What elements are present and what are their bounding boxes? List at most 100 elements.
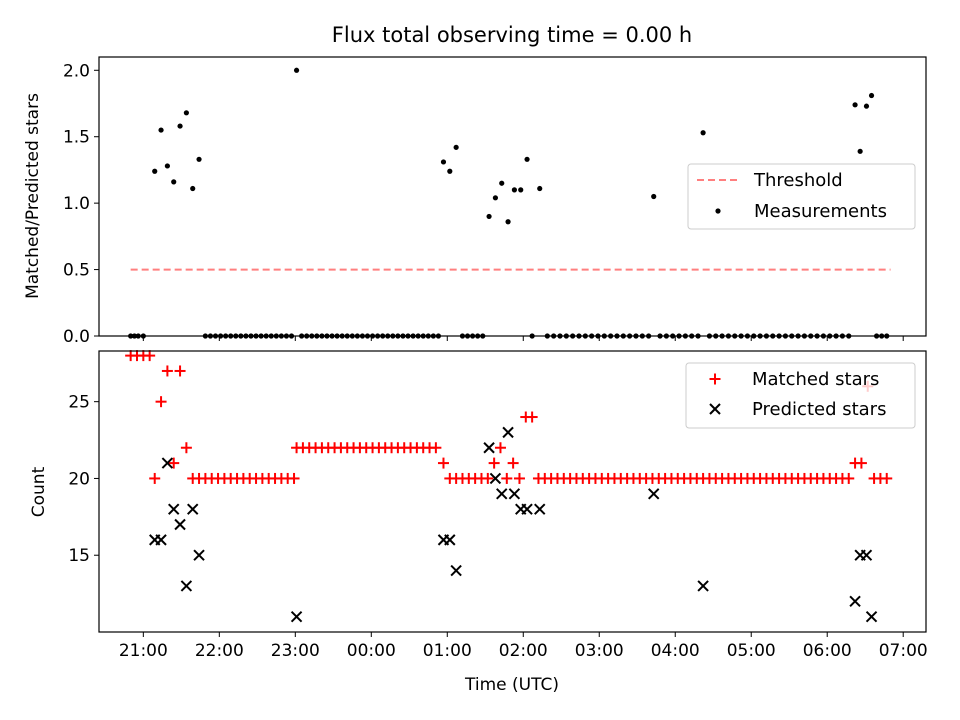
matched-star-point (174, 365, 186, 377)
matched-star-point (526, 411, 538, 423)
ratio-axes-frame (98, 56, 927, 337)
measurement-point (196, 156, 202, 162)
predicted-star-point (193, 549, 205, 561)
measurement-point (857, 148, 863, 154)
predicted-star-point (865, 610, 878, 623)
count-y-axis: 15 20 25 (68, 393, 99, 566)
matched-star-point (155, 396, 167, 408)
ratio-plot-area (128, 67, 891, 339)
predicted-star-point (860, 549, 873, 561)
y-tick-label: 0.0 (63, 327, 90, 347)
matched-star-point (843, 472, 855, 484)
matched-star-point (501, 472, 513, 484)
measurement-point (852, 102, 858, 108)
x-tick-label: 05:00 (727, 641, 776, 661)
measurement-point (164, 163, 170, 169)
measurement-point (158, 127, 164, 133)
measurement-point (700, 130, 706, 136)
ratio-panel: 0.00.51.01.52.0 Matched/Predicted stars … (23, 56, 927, 347)
measurement-point (447, 168, 453, 174)
ratio-legend: Threshold Measurements (687, 163, 916, 230)
legend-plus-marker (709, 373, 721, 385)
matched-star-point (855, 457, 867, 469)
x-tick-label: 04:00 (651, 641, 700, 661)
matched-star-point (149, 472, 161, 484)
predicted-star-point (489, 472, 502, 485)
predicted-star-point (290, 610, 303, 623)
measurement-point (505, 219, 511, 225)
count-y-axis-label: Count (29, 466, 49, 517)
measurement-point (492, 195, 499, 201)
measurement-point (651, 193, 657, 200)
predicted-star-point (180, 580, 193, 592)
measurement-point (152, 168, 158, 174)
predicted-star-point (161, 457, 174, 469)
x-tick-label: 21:00 (119, 641, 168, 661)
count-plot-area (125, 350, 893, 623)
measurement-point (868, 92, 875, 99)
legend-predicted-swatch (709, 403, 721, 415)
y-tick-label: 15 (68, 546, 90, 566)
y-tick-label: 1.0 (63, 194, 90, 214)
y-tick-label: 1.5 (63, 128, 90, 148)
legend-matched-label: Matched stars (752, 369, 879, 390)
count-panel: 15 20 25 21:00 22:00 23:00 00:00 01:00 02:00 03:… (29, 350, 928, 661)
measurement-point (453, 144, 459, 150)
measurement-point (511, 187, 517, 193)
ratio-y-axis-label: Matched/Predicted stars (23, 93, 43, 299)
matched-star-point (144, 350, 156, 362)
y-tick-label: 25 (68, 393, 90, 413)
ratio-x-axis (142, 336, 904, 341)
measurement-point (486, 213, 492, 220)
predicted-star-point (168, 503, 180, 515)
measurement-point (524, 156, 530, 162)
matched-star-point (288, 472, 300, 484)
predicted-star-point (174, 518, 186, 531)
x-tick-label: 22:00 (195, 641, 244, 661)
y-tick-label: 20 (68, 469, 90, 489)
measurement-point (440, 159, 447, 165)
legend-measurements-label: Measurements (754, 201, 887, 222)
legend-threshold-label: Threshold (753, 170, 843, 191)
predicted-star-point (187, 503, 199, 515)
measurement-point (499, 180, 505, 186)
ratio-legend-box (687, 163, 916, 230)
legend-x-marker (709, 403, 721, 415)
matched-star-point (507, 457, 519, 469)
y-tick-label: 0.5 (63, 261, 90, 281)
measurement-point (518, 187, 524, 193)
predicted-star-point (502, 426, 514, 439)
measurement-point (293, 67, 300, 73)
predicted-star-point (483, 442, 495, 454)
x-tick-label: 02:00 (499, 641, 548, 661)
x-tick-label: 23:00 (271, 641, 320, 661)
legend-measurements-swatch (715, 208, 721, 214)
legend-matched-swatch (709, 373, 721, 385)
measurement-point (171, 179, 177, 185)
legend-predicted-label: Predicted stars (752, 399, 886, 420)
x-tick-label: 03:00 (575, 641, 624, 661)
predicted-star-point (508, 488, 521, 500)
predicted-star-point (697, 580, 709, 592)
count-x-axis: 21:00 22:00 23:00 00:00 01:00 02:00 03:00 04:00… (119, 632, 928, 661)
y-tick-label: 2.0 (63, 61, 90, 81)
matched-star-point (482, 472, 494, 484)
matched-star-point (881, 472, 893, 484)
matched-star-point (513, 472, 525, 484)
matched-star-point (430, 442, 442, 454)
matched-star-point (437, 457, 449, 469)
count-legend: Matched stars Predicted stars (685, 362, 916, 429)
measurement-point (183, 110, 189, 116)
predicted-star-point (521, 503, 533, 515)
predicted-star-point (849, 595, 861, 607)
predicted-star-point (496, 488, 508, 500)
x-tick-label: 06:00 (803, 641, 852, 661)
matched-star-point (161, 365, 173, 377)
measurement-point (863, 103, 870, 109)
ratio-y-axis: 0.0 0.5 1.0 1.5 2.0 (63, 61, 99, 347)
predicted-star-point (534, 503, 546, 515)
measurement-point (190, 185, 196, 192)
matched-star-point (488, 457, 500, 469)
